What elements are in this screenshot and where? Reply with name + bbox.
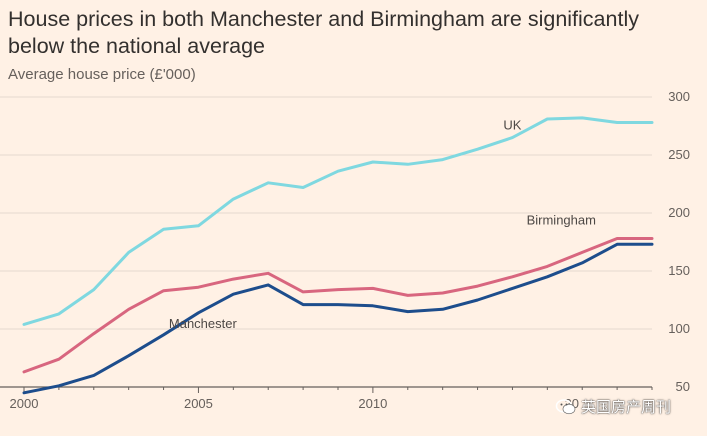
y-tick-label: 50 [676,379,690,394]
wechat-icon [555,398,576,414]
series-line-manchester [22,242,654,395]
series-lines [22,116,654,395]
watermark-text: 英国房产周刊 [581,399,672,416]
x-tick-label: 2000 [10,396,39,411]
y-tick-label: 200 [668,205,690,220]
series-labels: UK Birmingham Manchester [169,117,596,330]
gridlines [0,96,652,388]
y-tick-label: 150 [668,263,690,278]
x-tick-label: 2010 [358,396,387,411]
y-tick-label: 300 [668,89,690,104]
y-tick-label: 100 [668,321,690,336]
series-label-manchester: Manchester [169,316,238,331]
series-line-birmingham [22,237,654,374]
series-line-uk [22,116,654,326]
watermark: 英国房产周刊 [555,396,671,417]
x-tick-label: 2005 [184,396,213,411]
y-tick-label: 250 [668,147,690,162]
series-label-birmingham: Birmingham [527,213,596,228]
chart-title: House prices in both Manchester and Birm… [8,7,639,58]
chart-subtitle: Average house price (£'000) [8,66,196,83]
series-label-uk: UK [503,117,521,132]
y-axis-ticks: 50 100 150 200 250 300 [668,89,690,394]
